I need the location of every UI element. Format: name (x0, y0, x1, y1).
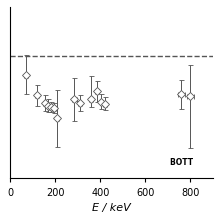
Text: BOTT⁠: BOTT⁠ (170, 158, 193, 167)
X-axis label: E / keV: E / keV (92, 203, 131, 213)
